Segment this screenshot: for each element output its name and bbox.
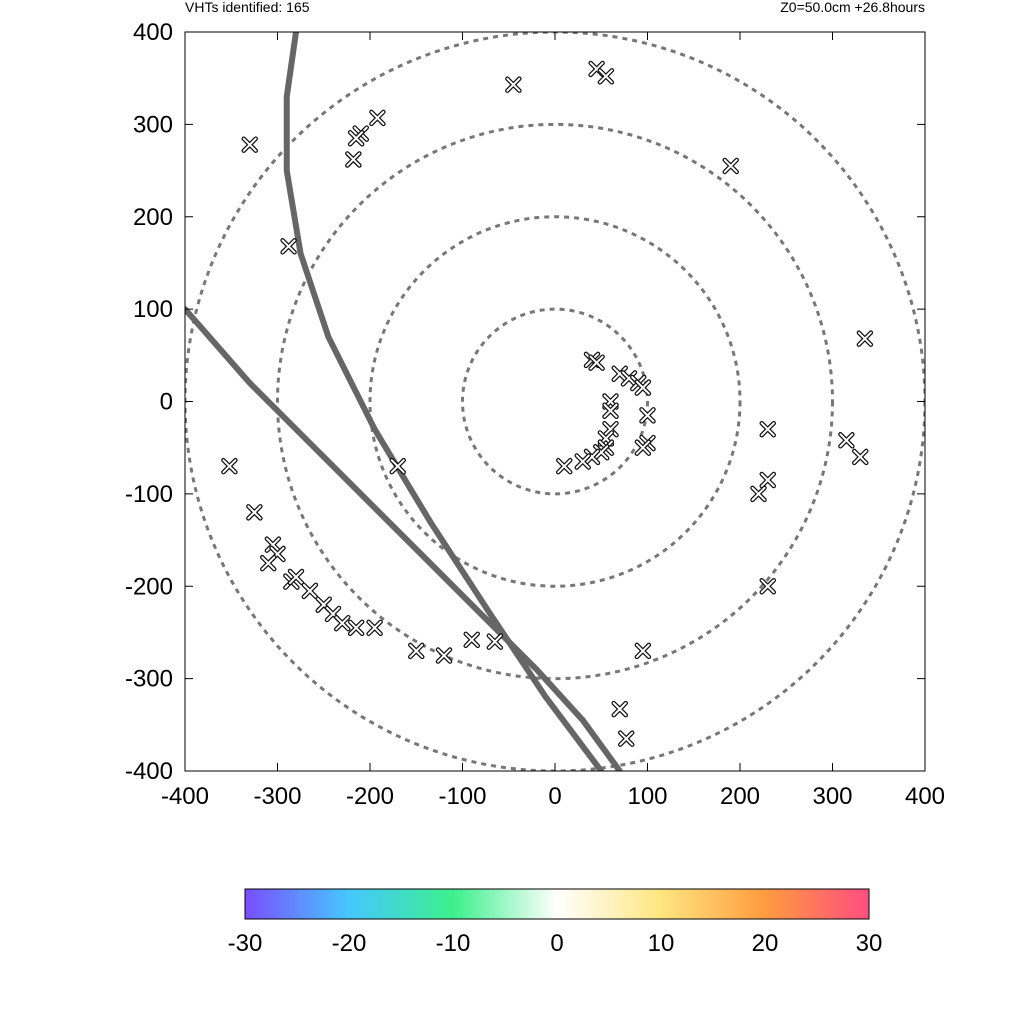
vht-marker [556, 457, 573, 475]
vht-marker [634, 439, 652, 456]
vht-marker [602, 420, 619, 438]
colorbar-tick-label: 30 [856, 930, 883, 957]
vht-marker [221, 457, 238, 475]
vht-marker [408, 642, 425, 660]
vht-marker [634, 379, 652, 396]
vht-marker [246, 504, 263, 521]
vht-marker [241, 136, 258, 153]
plot-area [185, 32, 925, 771]
y-axis: -400 -300 -200 -100 0 100 200 300 400 [125, 19, 925, 785]
colorbar-ticks: -30 -20 -10 0 10 20 30 [228, 930, 883, 957]
x-tick-label: -200 [346, 783, 394, 810]
vht-marker [301, 582, 319, 600]
vht-marker [617, 730, 635, 747]
track-line [185, 306, 623, 771]
vht-marker [611, 700, 628, 718]
vht-marker [260, 554, 277, 572]
colorbar-tick-label: 0 [550, 930, 563, 957]
x-tick-label: -300 [253, 783, 301, 810]
vht-marker [597, 68, 615, 85]
vht-marker [347, 129, 365, 147]
height-time-label: Z0=50.0cm +26.8hours [780, 0, 925, 15]
colorbar-tick-label: 10 [648, 930, 675, 957]
x-tick-label: 0 [548, 783, 561, 810]
vht-marker [389, 457, 406, 475]
vht-marker [463, 631, 480, 649]
vht-marker [852, 448, 869, 466]
vht-marker [505, 76, 522, 93]
x-tick-label: -400 [161, 783, 209, 810]
range-rings [185, 32, 925, 771]
vht-marker [611, 365, 628, 383]
y-tick-label: -200 [125, 573, 173, 600]
vht-marker [856, 330, 874, 347]
vht-marker [602, 402, 619, 419]
x-tick-label: 300 [812, 783, 852, 810]
vht-marker [369, 109, 386, 127]
vht-marker [593, 444, 610, 461]
y-tick-label: -100 [125, 481, 173, 508]
vht-marker [583, 448, 601, 466]
y-tick-label: -400 [125, 758, 173, 785]
vht-marker [486, 633, 504, 650]
x-tick-label: 100 [627, 783, 667, 810]
range-ring [276, 122, 834, 681]
vht-marker [838, 432, 855, 449]
colorbar-tick-label: -10 [436, 930, 471, 957]
y-tick-label: 0 [160, 389, 173, 416]
vht-marker [620, 370, 638, 387]
track-line [283, 32, 605, 771]
x-axis: -400 -300 -200 -100 0 100 200 300 400 [161, 32, 945, 810]
y-tick-label: 400 [133, 19, 173, 46]
colorbar-bar [244, 888, 870, 920]
vht-marker [264, 536, 282, 553]
vht-marker [435, 647, 453, 664]
vht-marker [759, 471, 776, 489]
vht-marker [345, 151, 362, 168]
vht-marker [759, 578, 776, 595]
vht-marker [634, 642, 652, 660]
x-tick-label: 200 [720, 783, 760, 810]
vht-markers [221, 60, 874, 747]
colorbar-tick-label: 20 [752, 930, 779, 957]
vht-marker [759, 420, 776, 438]
vht-marker [334, 614, 351, 632]
vht-marker [574, 453, 591, 470]
vht-marker [722, 157, 739, 175]
vht-marker [347, 619, 365, 637]
vht-count-label: VHTs identified: 165 [185, 0, 310, 15]
y-tick-label: 200 [133, 204, 173, 231]
vht-marker [588, 354, 605, 371]
y-tick-label: 100 [133, 296, 173, 323]
vht-marker [287, 568, 305, 586]
range-ring [461, 307, 649, 496]
colorbar [244, 888, 870, 920]
colorbar-tick-label: -30 [228, 930, 263, 957]
storm-tracks [185, 32, 623, 771]
vht-marker [366, 619, 383, 637]
vht-marker [750, 485, 767, 503]
x-tick-label: 400 [905, 783, 945, 810]
y-tick-label: 300 [133, 111, 173, 138]
colorbar-tick-label: -20 [332, 930, 367, 957]
range-ring [368, 215, 742, 588]
y-tick-label: -300 [125, 666, 173, 693]
x-tick-label: -100 [438, 783, 486, 810]
vht-marker [280, 238, 297, 255]
vht-marker [639, 407, 656, 424]
